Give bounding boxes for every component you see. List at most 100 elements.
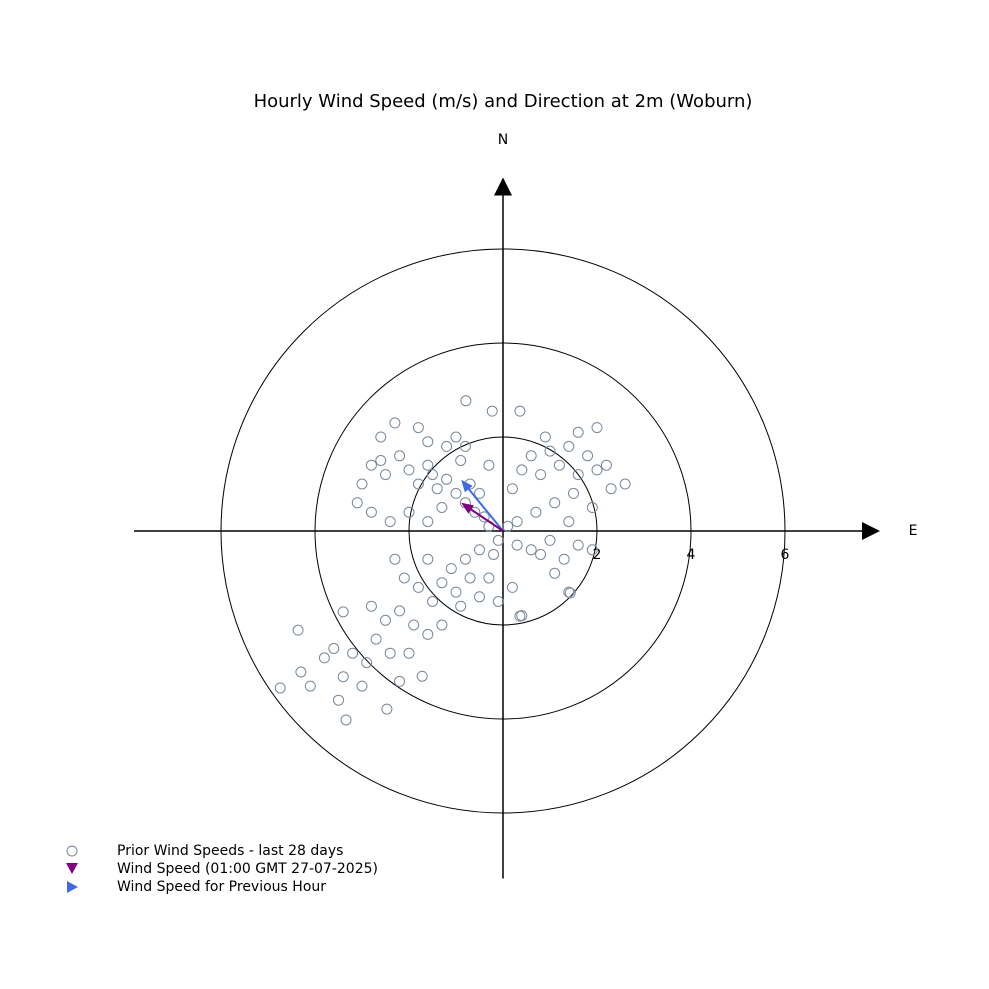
wind-point xyxy=(450,487,462,499)
wind-arrow-head xyxy=(461,502,474,514)
wind-point xyxy=(514,610,526,622)
wind-point xyxy=(511,539,523,551)
wind-point xyxy=(506,483,518,495)
wind-point xyxy=(384,647,396,659)
wind-point xyxy=(450,431,462,443)
wind-point xyxy=(422,628,434,640)
x-tick-label: 6 xyxy=(781,547,790,563)
wind-point xyxy=(572,469,584,481)
wind-point xyxy=(511,516,523,528)
wind-point xyxy=(486,405,498,417)
wind-point xyxy=(389,553,401,565)
wind-point xyxy=(365,506,377,518)
wind-point xyxy=(422,436,434,448)
wind-point xyxy=(394,675,406,687)
legend-marker xyxy=(66,863,78,874)
wind-point xyxy=(478,511,490,523)
wind-point xyxy=(492,596,504,607)
wind-point xyxy=(441,440,453,452)
wind-point xyxy=(535,549,547,560)
east-label: E xyxy=(909,523,918,539)
legend-label: Wind Speed for Previous Hour xyxy=(117,879,326,895)
wind-point xyxy=(483,459,495,471)
wind-point xyxy=(553,459,565,471)
wind-point xyxy=(455,600,467,612)
wind-point xyxy=(549,567,561,579)
wind-point xyxy=(516,464,528,476)
legend-label: Prior Wind Speeds - last 28 days xyxy=(117,843,343,859)
wind-point xyxy=(361,657,373,669)
wind-point xyxy=(591,422,603,434)
x-tick-label: 2 xyxy=(593,547,602,563)
wind-point xyxy=(422,516,434,528)
wind-point xyxy=(549,497,561,509)
wind-point xyxy=(347,647,359,659)
wind-point xyxy=(351,497,363,509)
wind-point xyxy=(488,549,500,560)
wind-point xyxy=(544,445,556,457)
wind-point xyxy=(292,624,304,636)
x-axis-arrow xyxy=(862,522,880,540)
wind-point xyxy=(474,591,485,603)
wind-point xyxy=(381,703,393,715)
wind-point xyxy=(563,440,575,452)
wind-point xyxy=(563,586,575,598)
wind-point xyxy=(492,534,504,546)
wind-point xyxy=(455,455,467,466)
wind-point xyxy=(544,534,556,546)
wind-point xyxy=(535,469,547,481)
wind-point xyxy=(422,553,434,565)
wind-point xyxy=(333,694,344,706)
wind-point xyxy=(582,450,594,462)
wind-point xyxy=(340,714,352,726)
wind-point xyxy=(365,459,377,471)
wind-point xyxy=(427,596,438,607)
wind-point xyxy=(506,581,518,593)
wind-point xyxy=(483,572,495,584)
wind-point xyxy=(412,478,424,490)
wind-point xyxy=(464,572,476,584)
chart-title: Hourly Wind Speed (m/s) and Direction at… xyxy=(254,91,753,112)
wind-point xyxy=(328,643,340,654)
wind-point xyxy=(412,581,424,593)
wind-point xyxy=(398,572,410,584)
wind-point xyxy=(318,652,330,664)
wind-point xyxy=(337,671,349,683)
wind-point xyxy=(365,600,377,612)
wind-point xyxy=(539,431,551,443)
wind-point xyxy=(525,544,537,556)
wind-point xyxy=(605,483,617,495)
wind-point xyxy=(416,670,428,682)
wind-point xyxy=(384,516,396,528)
wind-point xyxy=(591,464,603,476)
wind-point xyxy=(600,459,612,471)
wind-point xyxy=(563,516,575,528)
wind-point xyxy=(619,478,631,490)
wind-point xyxy=(356,680,368,692)
wind-point xyxy=(441,473,453,485)
wind-point xyxy=(474,544,485,556)
wind-arrow-head xyxy=(461,479,473,493)
wind-arrow xyxy=(467,506,504,532)
north-label: N xyxy=(498,132,508,148)
wind-point xyxy=(431,483,443,495)
wind-point xyxy=(474,487,485,499)
wind-point xyxy=(375,455,387,466)
wind-point xyxy=(389,417,401,429)
y-axis-arrow xyxy=(494,177,512,196)
wind-point xyxy=(380,469,391,481)
wind-point xyxy=(375,431,387,443)
wind-point xyxy=(459,553,471,565)
wind-point xyxy=(427,469,438,481)
wind-point xyxy=(403,647,415,659)
wind-point xyxy=(304,680,316,692)
wind-point xyxy=(422,459,434,471)
legend-label: Wind Speed (01:00 GMT 27-07-2025) xyxy=(117,861,378,877)
wind-point xyxy=(412,422,424,434)
wind-point xyxy=(568,487,579,499)
wind-point xyxy=(558,553,570,565)
wind-point xyxy=(514,405,526,417)
legend-marker xyxy=(66,845,78,857)
wind-point xyxy=(469,506,481,518)
